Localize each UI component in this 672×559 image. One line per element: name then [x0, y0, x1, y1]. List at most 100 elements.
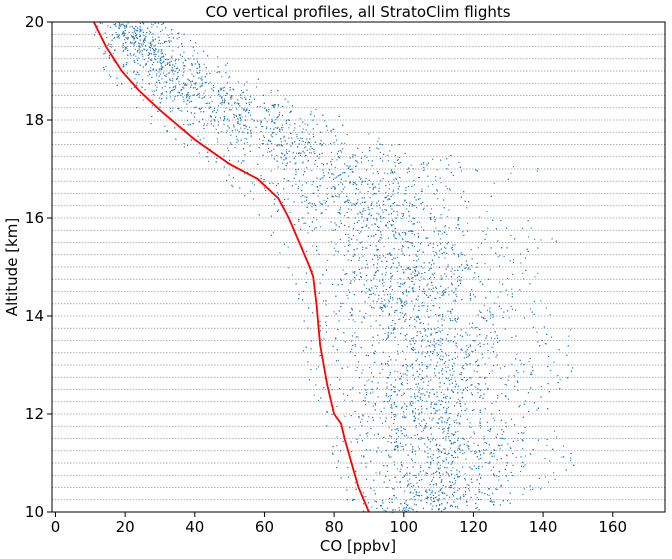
- scatter-point: [427, 323, 429, 325]
- scatter-point: [454, 422, 456, 424]
- scatter-point: [232, 177, 234, 179]
- scatter-point: [133, 39, 135, 41]
- scatter-point: [453, 362, 455, 364]
- scatter-point: [492, 417, 494, 419]
- scatter-point: [379, 471, 381, 473]
- scatter-point: [228, 77, 230, 79]
- scatter-point: [383, 304, 385, 306]
- scatter-point: [435, 179, 437, 181]
- scatter-point: [374, 434, 376, 436]
- scatter-point: [460, 378, 462, 380]
- scatter-point: [155, 75, 157, 77]
- scatter-point: [387, 377, 389, 379]
- scatter-point: [402, 508, 404, 510]
- scatter-point: [160, 53, 162, 55]
- scatter-point: [432, 437, 434, 439]
- scatter-point: [396, 468, 398, 470]
- scatter-point: [369, 367, 371, 369]
- scatter-point: [510, 305, 512, 307]
- scatter-point: [396, 481, 398, 483]
- scatter-point: [134, 29, 136, 31]
- scatter-point: [174, 70, 176, 72]
- scatter-point: [479, 491, 481, 493]
- scatter-point: [495, 401, 497, 403]
- scatter-point: [414, 272, 416, 274]
- scatter-point: [183, 33, 185, 35]
- scatter-point: [412, 217, 414, 219]
- scatter-point: [308, 379, 310, 381]
- scatter-point: [367, 502, 369, 504]
- scatter-point: [436, 355, 438, 357]
- scatter-point: [430, 334, 432, 336]
- scatter-point: [423, 418, 425, 420]
- scatter-point: [337, 359, 339, 361]
- scatter-point: [180, 94, 182, 96]
- scatter-point: [303, 152, 305, 154]
- scatter-point: [110, 46, 112, 48]
- scatter-point: [449, 189, 451, 191]
- scatter-point: [428, 488, 430, 490]
- scatter-point: [412, 509, 414, 511]
- scatter-point: [358, 220, 360, 222]
- scatter-point: [311, 230, 313, 232]
- scatter-point: [540, 239, 542, 241]
- scatter-point: [211, 100, 213, 102]
- scatter-point: [396, 267, 398, 269]
- scatter-point: [449, 374, 451, 376]
- scatter-point: [371, 201, 373, 203]
- scatter-point: [130, 55, 132, 57]
- scatter-point: [437, 361, 439, 363]
- scatter-point: [380, 363, 382, 365]
- scatter-point: [383, 285, 385, 287]
- scatter-point: [170, 107, 172, 109]
- scatter-point: [389, 150, 391, 152]
- scatter-point: [171, 110, 173, 112]
- scatter-point: [470, 249, 472, 251]
- scatter-point: [505, 426, 507, 428]
- scatter-point: [118, 37, 120, 39]
- scatter-point: [498, 479, 500, 481]
- scatter-point: [408, 507, 410, 509]
- scatter-point: [305, 129, 307, 131]
- scatter-point: [407, 480, 409, 482]
- scatter-point: [454, 320, 456, 322]
- scatter-point: [302, 291, 304, 293]
- scatter-point: [350, 209, 352, 211]
- scatter-point: [405, 358, 407, 360]
- scatter-point: [484, 363, 486, 365]
- scatter-point: [459, 403, 461, 405]
- scatter-point: [483, 317, 485, 319]
- scatter-point: [203, 125, 205, 127]
- scatter-point: [137, 27, 139, 29]
- scatter-point: [264, 117, 266, 119]
- scatter-point: [532, 326, 534, 328]
- scatter-point: [437, 456, 439, 458]
- scatter-point: [340, 182, 342, 184]
- scatter-point: [216, 138, 218, 140]
- scatter-point: [112, 52, 114, 54]
- scatter-point: [505, 289, 507, 291]
- scatter-point: [160, 51, 162, 53]
- scatter-point: [439, 331, 441, 333]
- scatter-point: [464, 409, 466, 411]
- scatter-point: [342, 269, 344, 271]
- scatter-point: [218, 105, 220, 107]
- scatter-point: [482, 357, 484, 359]
- scatter-point: [416, 221, 418, 223]
- scatter-point: [201, 80, 203, 82]
- scatter-point: [357, 188, 359, 190]
- scatter-point: [244, 128, 246, 130]
- scatter-point: [427, 237, 429, 239]
- scatter-point: [479, 427, 481, 429]
- scatter-point: [489, 307, 491, 309]
- scatter-point: [166, 81, 168, 83]
- scatter-point: [402, 364, 404, 366]
- scatter-point: [372, 172, 374, 174]
- scatter-point: [500, 308, 502, 310]
- scatter-point: [443, 460, 445, 462]
- scatter-point: [382, 328, 384, 330]
- scatter-point: [316, 165, 318, 167]
- scatter-point: [299, 154, 301, 156]
- scatter-point: [449, 424, 451, 426]
- scatter-point: [337, 211, 339, 213]
